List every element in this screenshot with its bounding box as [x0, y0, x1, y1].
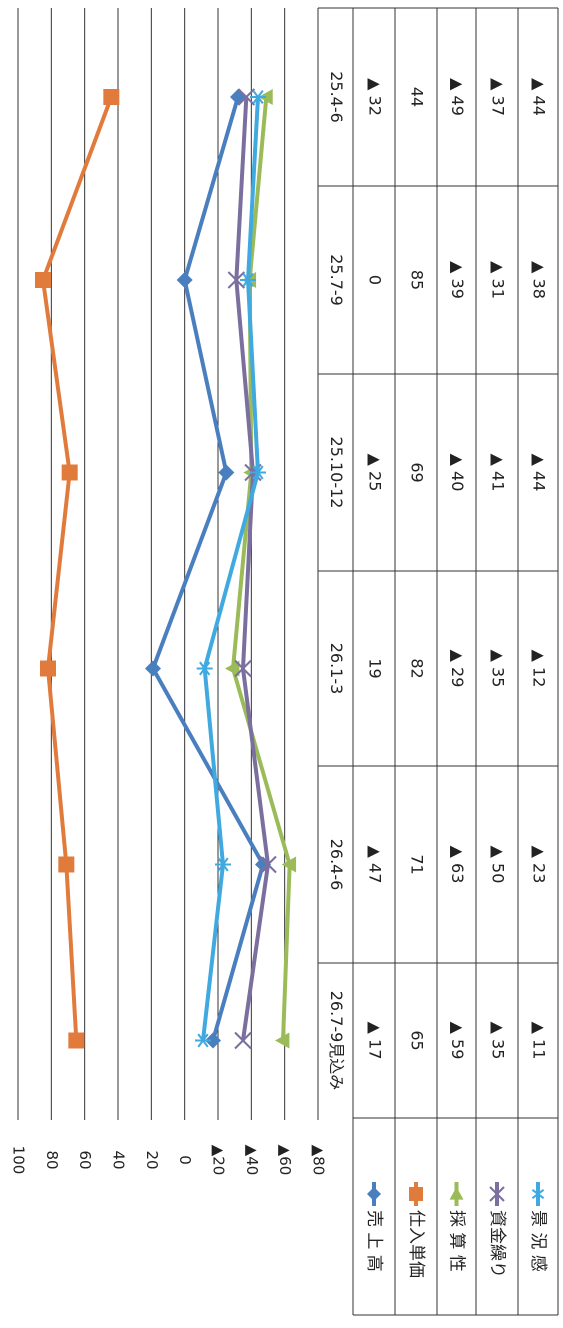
table-value: ▲ 35	[489, 1022, 508, 1060]
cross-icon	[237, 88, 256, 106]
asterisk-icon	[250, 89, 266, 105]
table-value: ▲ 41	[489, 454, 508, 492]
legend-entry: 採 算 性	[447, 1182, 467, 1272]
gridlines	[17, 8, 319, 1120]
category-label: 25.10-12	[327, 437, 346, 509]
triangle-icon	[281, 856, 297, 873]
tick-label: ▲60	[276, 1145, 294, 1176]
square-icon	[35, 272, 51, 288]
asterisk-icon	[196, 661, 213, 676]
table-value: ▲ 12	[530, 650, 549, 688]
tick-label: ▲40	[243, 1145, 261, 1176]
legend-label: 資金繰り	[487, 1210, 507, 1278]
legend-entry: 売 上 高	[364, 1182, 384, 1272]
table-value: 44	[408, 87, 427, 107]
cross-icon	[234, 1031, 252, 1050]
series-line	[231, 96, 292, 1041]
legend-label: 売 上 高	[364, 1210, 384, 1272]
legend-entry: 景 況 感	[528, 1182, 548, 1272]
series-line	[234, 96, 270, 1041]
legend-marker-triangle-icon	[449, 1187, 464, 1200]
table-value: ▲ 50	[489, 846, 508, 884]
table-value: ▲ 11	[530, 1022, 549, 1060]
legend-entry: 仕入単価	[406, 1182, 426, 1278]
table-value: 69	[408, 462, 427, 482]
asterisk-icon	[195, 1033, 211, 1048]
cross-icon	[234, 659, 252, 678]
square-icon	[61, 464, 78, 481]
series-line	[41, 96, 114, 1041]
table-value: 71	[408, 854, 427, 874]
square-icon	[58, 856, 75, 873]
square-icon	[68, 1032, 85, 1049]
table-value: ▲ 47	[366, 846, 385, 884]
table-value: ▲ 44	[530, 78, 549, 116]
square-icon	[103, 89, 120, 105]
cross-icon	[227, 271, 246, 289]
table-value: ▲ 44	[530, 454, 549, 492]
tick-label: 80	[43, 1150, 61, 1169]
tick-label: 40	[110, 1150, 128, 1169]
table-value: ▲ 39	[448, 261, 467, 299]
table-value: 65	[408, 1030, 427, 1050]
asterisk-icon	[240, 273, 256, 287]
square-icon	[40, 660, 56, 677]
table-value: ▲ 37	[489, 78, 508, 116]
table-value: ▲ 25	[366, 454, 385, 492]
diamond-icon	[145, 660, 161, 677]
table-value: ▲ 38	[530, 261, 549, 299]
data-table: 25.4-6 25.7-9 25.10-12 26.1-3 26.4-6 26.7-9見込…	[317, 7, 559, 1316]
tick-label: 0	[176, 1155, 194, 1165]
asterisk-icon	[215, 857, 231, 872]
category-label: 25.7-9	[327, 254, 346, 306]
tick-label: 100	[10, 1146, 28, 1175]
tick-label: ▲20	[210, 1145, 228, 1176]
category-label: 25.4-6	[327, 71, 346, 123]
legend-marker-square-icon	[409, 1187, 423, 1201]
table-value: 85	[408, 270, 427, 290]
table-value: ▲ 59	[448, 1022, 467, 1060]
series-line	[151, 96, 265, 1042]
legend-marker-asterisk-icon	[531, 1187, 545, 1201]
asterisk-icon	[250, 465, 266, 480]
plot-area	[35, 88, 297, 1050]
tick-label: ▲80	[310, 1145, 328, 1176]
legend-entry: 資金繰り	[487, 1182, 507, 1278]
triangle-icon	[225, 660, 240, 677]
table-value: ▲ 31	[489, 261, 508, 299]
series-line	[201, 96, 260, 1041]
table-value: ▲ 35	[489, 650, 508, 688]
diamond-icon	[205, 1032, 221, 1049]
diamond-icon	[218, 464, 235, 481]
legend-label: 景 況 感	[528, 1210, 548, 1272]
table-value: ▲ 49	[448, 78, 467, 116]
table-value: ▲ 40	[448, 454, 467, 492]
tick-label: 20	[143, 1150, 161, 1169]
triangle-icon	[275, 1032, 290, 1049]
table-value: ▲ 32	[366, 78, 385, 116]
category-label: 26.7-9見込み	[327, 991, 346, 1091]
legend-label: 仕入単価	[406, 1210, 426, 1278]
category-label: 26.4-6	[327, 839, 346, 891]
legend-marker-diamond-icon	[367, 1187, 381, 1201]
table-value: 19	[366, 658, 385, 678]
diamond-icon	[230, 89, 246, 105]
table-value: ▲ 63	[448, 846, 467, 884]
table-value: ▲ 17	[366, 1022, 385, 1060]
table-value: 0	[366, 275, 385, 285]
cross-icon	[259, 855, 277, 874]
legend-label: 採 算 性	[447, 1210, 467, 1272]
value-axis-ticks: 100 80 60 40 20 0 ▲20 ▲40 ▲60 ▲80	[10, 1145, 328, 1176]
diamond-icon	[176, 272, 193, 288]
table-value: ▲ 23	[530, 846, 549, 884]
tick-label: 60	[76, 1150, 94, 1169]
table-value: ▲ 29	[448, 650, 467, 688]
table-value: 82	[408, 658, 427, 678]
category-label: 26.1-3	[327, 643, 346, 695]
legend-marker-cross-icon	[489, 1186, 505, 1202]
